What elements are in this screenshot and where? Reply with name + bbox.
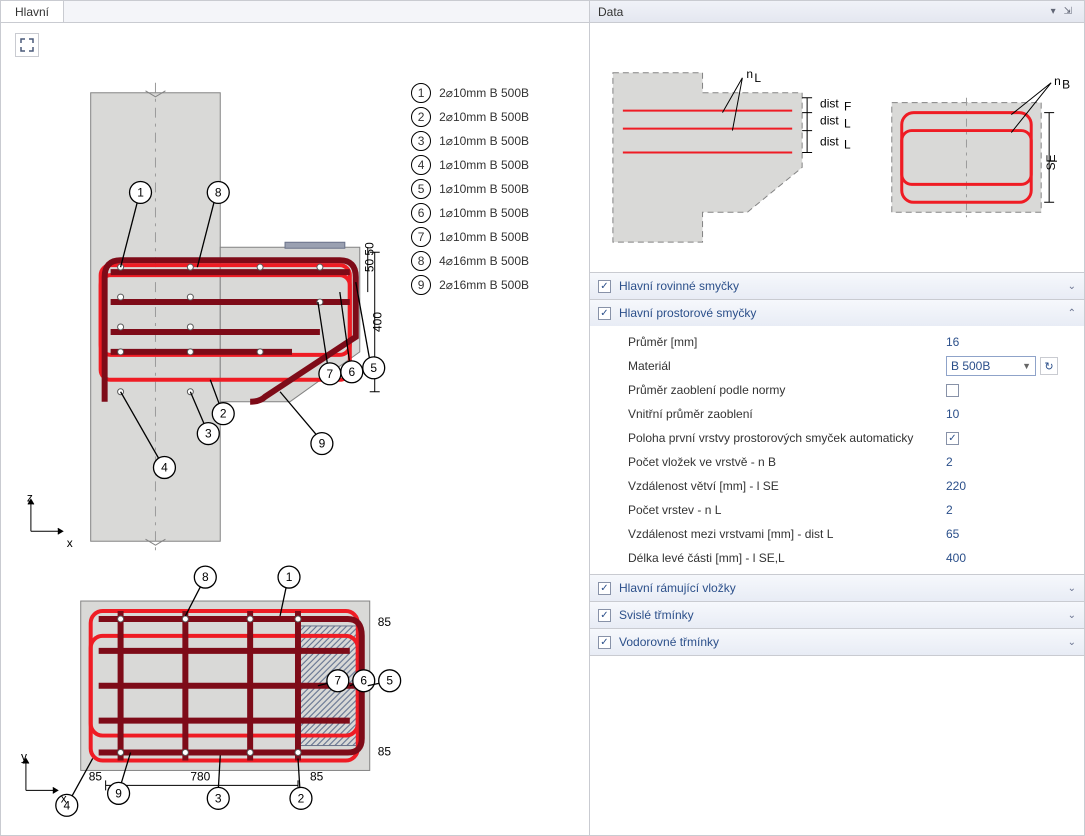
- svg-text:L: L: [844, 137, 851, 151]
- main-viewport-panel: Hlavní: [0, 0, 590, 836]
- acc-header[interactable]: ✓ Svislé třmínky ⌄: [590, 602, 1084, 628]
- svg-text:dist: dist: [820, 114, 839, 128]
- svg-text:85: 85: [310, 769, 324, 783]
- acc-label: Hlavní rámující vložky: [619, 581, 736, 595]
- svg-text:7: 7: [327, 367, 334, 381]
- dropdown-icon[interactable]: ▾: [1047, 6, 1060, 17]
- checkbox[interactable]: ✓: [946, 432, 959, 445]
- svg-text:6: 6: [360, 674, 367, 688]
- prop-left-length: Délka levé části [mm] - l SE,L400: [590, 546, 1084, 570]
- drawing-viewport[interactable]: 400 50 50 1 8 2 3 4 7 6 5 9: [1, 23, 589, 835]
- svg-text:dist: dist: [820, 135, 839, 149]
- svg-text:85: 85: [378, 744, 392, 758]
- acc-label: Svislé třmínky: [619, 608, 694, 622]
- svg-text:SE: SE: [1044, 154, 1058, 170]
- svg-text:7: 7: [335, 674, 342, 688]
- checkbox[interactable]: [946, 384, 959, 397]
- legend-text: 2⌀10mm B 500B: [439, 86, 529, 100]
- svg-text:85: 85: [89, 769, 103, 783]
- svg-text:3: 3: [215, 791, 222, 805]
- svg-text:50 50: 50 50: [363, 242, 377, 272]
- svg-text:1: 1: [286, 570, 293, 584]
- acc-checkbox[interactable]: ✓: [598, 609, 611, 622]
- prop-layer-count: Počet vrstev - n L2: [590, 498, 1084, 522]
- chevron-down-icon: ⌄: [1068, 583, 1076, 594]
- svg-text:3: 3: [205, 427, 212, 441]
- prop-bend-diameter-norm: Průměr zaoblení podle normy: [590, 378, 1084, 402]
- svg-text:9: 9: [115, 786, 122, 800]
- prop-inner-bend-diameter: Vnitřní průměr zaoblení10: [590, 402, 1084, 426]
- prop-value[interactable]: 16: [946, 335, 1076, 349]
- chevron-down-icon: ⌄: [1068, 281, 1076, 292]
- material-select[interactable]: B 500B▼: [946, 356, 1036, 376]
- tab-main[interactable]: Hlavní: [1, 1, 64, 22]
- svg-text:6: 6: [348, 365, 355, 379]
- acc-label: Hlavní rovinné smyčky: [619, 279, 739, 293]
- svg-text:F: F: [844, 100, 851, 114]
- property-accordion: ✓ Hlavní rovinné smyčky ⌄ ✓ Hlavní prost…: [590, 273, 1084, 656]
- rebar-legend: 12⌀10mm B 500B 22⌀10mm B 500B 31⌀10mm B …: [411, 83, 529, 299]
- data-panel-title: Data: [598, 5, 623, 19]
- svg-text:n: n: [1054, 74, 1061, 88]
- svg-text:4: 4: [161, 460, 168, 474]
- svg-text:2: 2: [298, 791, 305, 805]
- legend-row: 1 2⌀10mm B 500B: [411, 83, 529, 103]
- svg-text:x: x: [67, 536, 73, 550]
- acc-vertical-stirrups: ✓ Svislé třmínky ⌄: [590, 602, 1084, 629]
- data-panel: Data ▾ ⇲ nL dis: [590, 0, 1085, 836]
- svg-text:85: 85: [378, 615, 392, 629]
- svg-text:400: 400: [371, 312, 385, 332]
- acc-checkbox[interactable]: ✓: [598, 280, 611, 293]
- acc-label: Hlavní prostorové smyčky: [619, 306, 756, 320]
- acc-checkbox[interactable]: ✓: [598, 582, 611, 595]
- svg-text:780: 780: [190, 769, 210, 783]
- svg-text:B: B: [1062, 78, 1070, 92]
- prop-first-layer-auto: Poloha první vrstvy prostorových smyček …: [590, 426, 1084, 450]
- pin-icon[interactable]: ⇲: [1060, 6, 1076, 17]
- parameter-illustration: nL distF distL distL n: [590, 23, 1084, 273]
- acc-framing-bars: ✓ Hlavní rámující vložky ⌄: [590, 575, 1084, 602]
- svg-text:9: 9: [319, 437, 326, 451]
- acc-main-planar-loops: ✓ Hlavní rovinné smyčky ⌄: [590, 273, 1084, 300]
- acc-label: Vodorovné třmínky: [619, 635, 719, 649]
- svg-text:5: 5: [370, 361, 377, 375]
- svg-text:dist: dist: [820, 97, 839, 111]
- chevron-down-icon: ⌄: [1068, 637, 1076, 648]
- svg-text:x: x: [61, 791, 67, 805]
- svg-text:L: L: [844, 117, 851, 131]
- acc-horizontal-stirrups: ✓ Vodorovné třmínky ⌄: [590, 629, 1084, 656]
- acc-main-spatial-loops: ✓ Hlavní prostorové smyčky ⌃ Průměr [mm]…: [590, 300, 1084, 575]
- left-tab-bar: Hlavní: [1, 1, 589, 23]
- prop-branch-distance: Vzdálenost větví [mm] - l SE220: [590, 474, 1084, 498]
- svg-text:n: n: [746, 67, 753, 81]
- svg-text:2: 2: [220, 407, 227, 421]
- data-panel-header: Data ▾ ⇲: [590, 1, 1084, 23]
- svg-text:8: 8: [215, 185, 222, 199]
- acc-checkbox[interactable]: ✓: [598, 636, 611, 649]
- chevron-down-icon: ⌄: [1068, 610, 1076, 621]
- acc-header[interactable]: ✓ Hlavní rovinné smyčky ⌄: [590, 273, 1084, 299]
- svg-text:1: 1: [137, 185, 144, 199]
- prop-diameter: Průměr [mm]16: [590, 330, 1084, 354]
- svg-text:y: y: [21, 749, 27, 763]
- acc-body: Průměr [mm]16 Materiál B 500B▼ ↻ Průměr …: [590, 326, 1084, 574]
- svg-text:z: z: [27, 490, 33, 504]
- prop-count-per-layer: Počet vložek ve vrstvě - n B2: [590, 450, 1084, 474]
- refresh-button[interactable]: ↻: [1040, 357, 1058, 375]
- prop-layer-distance: Vzdálenost mezi vrstvami [mm] - dist L65: [590, 522, 1084, 546]
- chevron-up-icon: ⌃: [1068, 308, 1076, 319]
- svg-text:5: 5: [386, 674, 393, 688]
- prop-material: Materiál B 500B▼ ↻: [590, 354, 1084, 378]
- legend-num: 1: [411, 83, 431, 103]
- acc-header[interactable]: ✓ Hlavní prostorové smyčky ⌃: [590, 300, 1084, 326]
- acc-header[interactable]: ✓ Vodorovné třmínky ⌄: [590, 629, 1084, 655]
- svg-text:L: L: [754, 71, 761, 85]
- acc-header[interactable]: ✓ Hlavní rámující vložky ⌄: [590, 575, 1084, 601]
- acc-checkbox[interactable]: ✓: [598, 307, 611, 320]
- svg-text:8: 8: [202, 570, 209, 584]
